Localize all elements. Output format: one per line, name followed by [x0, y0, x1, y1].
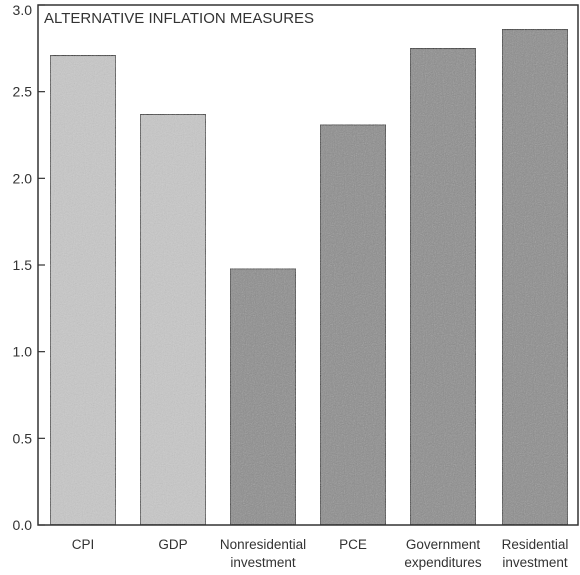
- plot-frame: [37, 4, 579, 526]
- x-tick-label: PCE: [339, 537, 367, 552]
- bar-residential-investment: [501, 28, 569, 526]
- x-tick-label: investment: [502, 555, 568, 570]
- y-tick-label: 1.5: [13, 257, 33, 273]
- y-tick-label: 2.0: [13, 170, 33, 186]
- x-tick-label: GDP: [158, 537, 187, 552]
- y-tick-label: 1.0: [13, 344, 33, 360]
- bar-gdp: [139, 113, 207, 526]
- x-tick-label: expenditures: [404, 555, 482, 570]
- x-tick-label: Residential: [502, 537, 569, 552]
- y-tick-label: 3.0: [13, 2, 33, 18]
- bar-pce: [319, 123, 387, 526]
- y-tick-label: 0.0: [13, 517, 33, 533]
- y-tick-label: 0.5: [13, 430, 33, 446]
- y-tick-label: 2.5: [13, 84, 33, 100]
- chart-title: ALTERNATIVE INFLATION MEASURES: [44, 10, 314, 27]
- x-tick-label: investment: [230, 555, 296, 570]
- bar-cpi: [49, 54, 117, 526]
- x-tick-label: Government: [406, 537, 481, 552]
- y-axis-ticks: 0.0 0.5 1.0 1.5 2.0 2.5 3.0: [13, 2, 45, 533]
- bars: [49, 28, 569, 526]
- x-tick-label: CPI: [72, 537, 95, 552]
- x-tick-label: Nonresidential: [220, 537, 306, 552]
- x-axis-labels: CPI GDP Nonresidential investment PCE Governm…: [72, 537, 569, 570]
- bar-nonresidential-investment: [229, 267, 297, 526]
- bar-government-expenditures: [409, 47, 477, 526]
